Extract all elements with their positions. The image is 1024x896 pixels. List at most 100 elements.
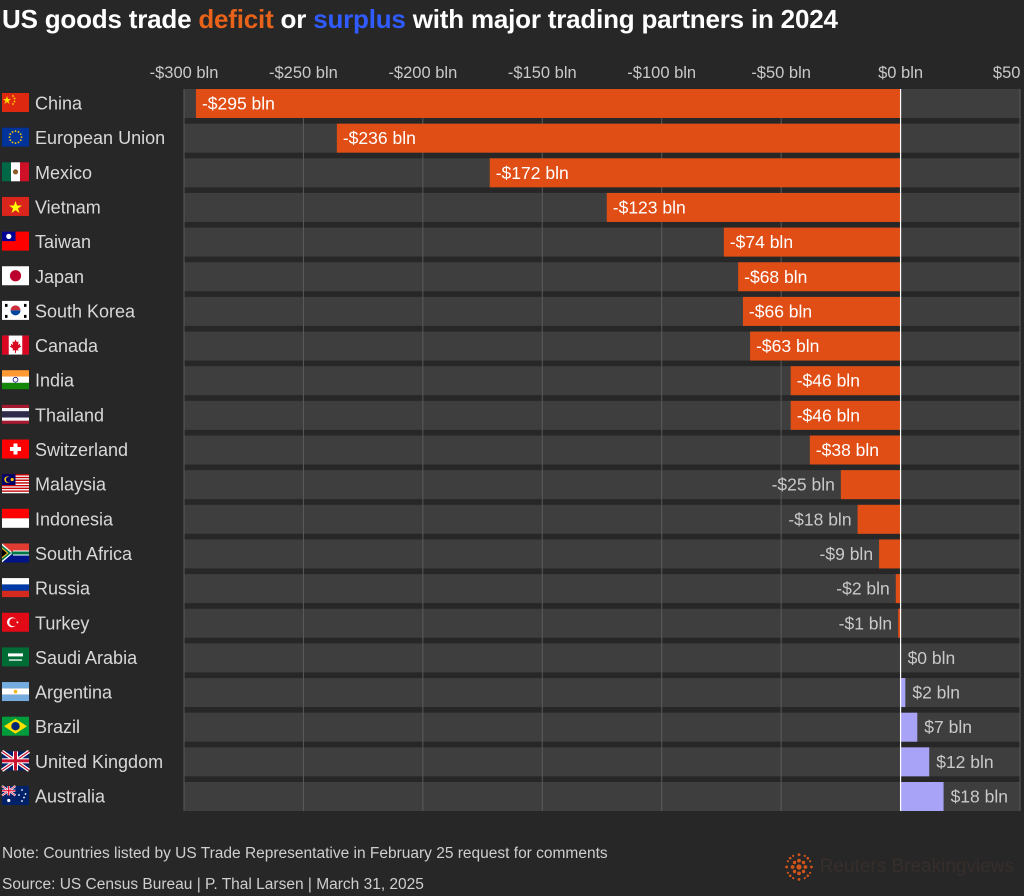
row-track [184,678,1020,708]
row-track [184,574,1020,604]
russia-flag-icon [2,578,29,598]
chart-title: US goods trade deficit or surplus with m… [2,4,838,35]
category-label: Switzerland [35,440,128,460]
category-label: Taiwan [35,232,91,252]
taiwan-flag-icon [2,231,29,251]
vietnam-flag-icon [2,196,29,216]
category-label: Russia [35,579,91,599]
bar-south-africa [879,539,901,569]
brand-logo: Reuters Breakingviews [784,852,1014,882]
row-track [184,782,1020,811]
turkey-flag-icon [2,612,29,632]
data-label: -$172 bln [496,163,569,183]
data-label: -$2 bln [836,579,890,599]
category-label: Canada [35,336,99,356]
data-label: -$63 bln [756,336,819,356]
bar-united-kingdom [900,747,930,777]
bar-mexico [489,158,901,188]
data-label: -$123 bln [613,197,686,217]
bar-thailand [790,400,901,430]
argentina-flag-icon [2,682,29,702]
x-tick-label: -$300 bln [150,64,219,82]
category-label: Turkey [35,613,89,633]
data-label: -$9 bln [820,544,874,564]
canada-flag-icon [2,335,29,355]
category-label: Australia [35,787,106,807]
australia-flag-icon [1,785,29,805]
data-label: $12 bln [936,752,993,772]
category-label: Argentina [35,683,113,703]
trade-balance-bar-chart: -$300 bln -$250 bln -$200 bln -$150 bln -$10… [0,64,1024,811]
switzerland-flag-icon [2,439,29,459]
x-tick-label: -$250 bln [269,64,338,82]
saudi-arabia-flag-icon [2,647,29,667]
bar-china [195,89,901,118]
x-tick-label: $50 bln [993,64,1024,82]
x-tick-label: -$200 bln [388,64,457,82]
x-tick-label: $0 bln [878,64,923,82]
data-label: -$46 bln [797,371,860,391]
japan-flag-icon [2,266,29,286]
bar-european-union [336,123,901,153]
x-tick-label: -$100 bln [627,64,696,82]
data-label: -$295 bln [202,94,275,114]
x-tick-label: -$50 bln [751,64,811,82]
category-label: South Africa [35,544,133,564]
thailand-flag-icon [2,404,29,424]
x-tick-label: -$150 bln [508,64,577,82]
data-label: $7 bln [924,717,972,737]
data-label: -$74 bln [730,232,793,252]
bar-switzerland [809,435,901,465]
bar-japan [738,262,901,292]
bar-south-korea [742,296,901,326]
data-label: -$18 bln [788,509,851,529]
bar-australia [900,782,944,811]
data-label: -$236 bln [343,128,416,148]
uk-flag-icon [0,749,31,772]
row-track [184,747,1020,777]
row-track [184,608,1020,638]
row-track [184,643,1020,673]
title-prefix: US goods trade [2,4,199,34]
bar-turkey [898,608,901,638]
category-label: China [35,94,83,114]
bar-brazil [900,712,918,742]
category-label: Saudi Arabia [35,648,138,668]
category-label: Malaysia [35,475,107,495]
south-korea-flag-icon [2,300,29,320]
data-label: -$25 bln [772,475,835,495]
bar-argentina [900,678,906,708]
bar-malaysia [840,470,901,500]
data-label: -$66 bln [749,301,812,321]
row-track [184,712,1020,742]
bar-canada [750,331,901,361]
malaysia-flag-icon [2,474,29,494]
mexico-flag-icon [2,162,29,182]
category-label: Japan [35,267,84,287]
title-middle: or [273,4,314,34]
data-label: -$38 bln [816,440,879,460]
data-label: $0 bln [908,648,956,668]
bar-russia [895,574,901,604]
brand-name: Reuters Breakingviews [819,856,1014,877]
data-label: -$68 bln [744,267,807,287]
chart-source: Source: US Census Bureau | P. Thal Larse… [2,876,424,893]
category-label: Mexico [35,163,92,183]
india-flag-icon [2,370,29,390]
bar-india [790,366,901,396]
bar-vietnam [606,192,901,222]
chart-note: Note: Countries listed by US Trade Repre… [2,845,608,862]
china-flag-icon [2,93,29,112]
data-label: $18 bln [951,787,1008,807]
category-label: India [35,371,75,391]
category-label: European Union [35,128,165,148]
data-label: -$1 bln [839,613,893,633]
category-label: Indonesia [35,509,114,529]
data-label: $2 bln [912,683,960,703]
bar-indonesia [857,504,901,534]
category-label: Brazil [35,717,80,737]
indonesia-flag-icon [2,508,29,528]
category-label: Vietnam [35,197,101,217]
bar-taiwan [723,227,901,257]
title-suffix: with major trading partners in 2024 [405,4,838,34]
